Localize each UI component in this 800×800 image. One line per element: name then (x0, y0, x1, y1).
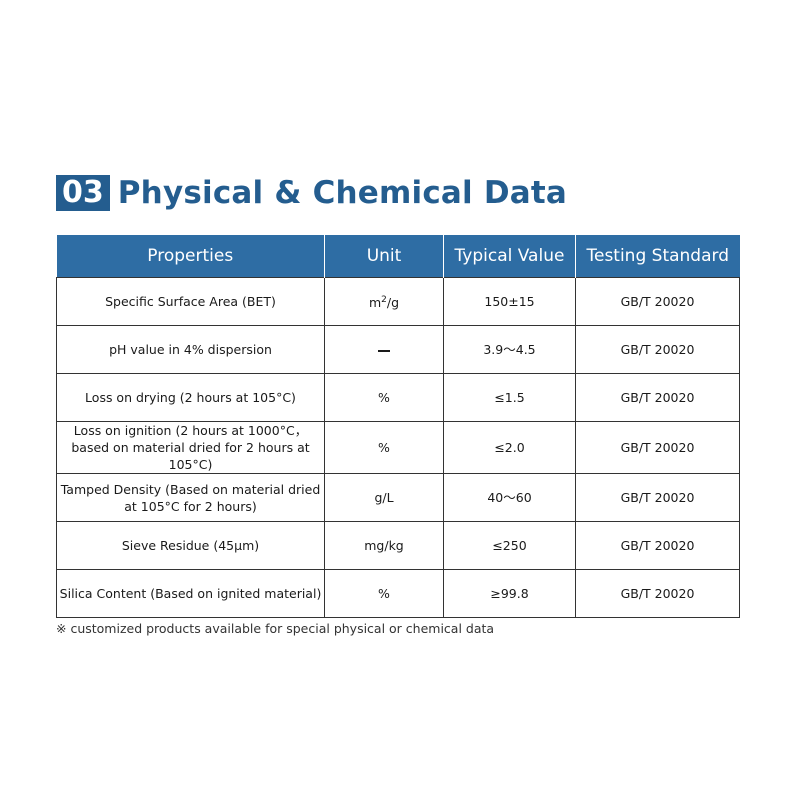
standard-cell: GB/T 20020 (575, 325, 740, 374)
section-title: Physical & Chemical Data (117, 175, 568, 211)
unit-cell: % (324, 373, 444, 422)
unit-cell (324, 325, 444, 374)
value-cell: ≤2.0 (443, 421, 576, 474)
value-cell: ≤1.5 (443, 373, 576, 422)
value-cell: 3.9～4.5 (443, 325, 576, 374)
table-row: Tamped Density (Based on material dried … (56, 473, 740, 522)
property-cell: Silica Content (Based on ignited materia… (56, 569, 325, 618)
dash-symbol (378, 349, 390, 352)
standard-cell: GB/T 20020 (575, 569, 740, 618)
property-cell: Specific Surface Area (BET) (56, 277, 325, 326)
unit-rest: /g (386, 295, 400, 311)
standard-cell: GB/T 20020 (575, 521, 740, 570)
standard-cell: GB/T 20020 (575, 373, 740, 422)
unit-cell: mg/kg (324, 521, 444, 570)
value-cell: 40～60 (443, 473, 576, 522)
property-cell: Loss on drying (2 hours at 105°C) (56, 373, 325, 422)
property-cell: Loss on ignition (2 hours at 1000°C，base… (56, 421, 325, 474)
value-cell: 150±15 (443, 277, 576, 326)
unit-cell: m2/g (324, 277, 444, 326)
table-row: Loss on ignition (2 hours at 1000°C，base… (56, 421, 740, 474)
table-row: Loss on drying (2 hours at 105°C) % ≤1.5… (56, 373, 740, 422)
value-cell: ≤250 (443, 521, 576, 570)
properties-table: Properties Unit Typical Value Testing St… (56, 235, 740, 618)
header-unit: Unit (324, 235, 444, 278)
header-properties: Properties (56, 235, 325, 278)
unit-cell: g/L (324, 473, 444, 522)
table-row: Specific Surface Area (BET) m2/g 150±15 … (56, 277, 740, 326)
table-row: Silica Content (Based on ignited materia… (56, 569, 740, 618)
table-header-row: Properties Unit Typical Value Testing St… (56, 235, 740, 278)
property-cell: Tamped Density (Based on material dried … (56, 473, 325, 522)
property-cell: pH value in 4% dispersion (56, 325, 325, 374)
header-testing-standard: Testing Standard (575, 235, 740, 278)
standard-cell: GB/T 20020 (575, 421, 740, 474)
unit-cell: % (324, 569, 444, 618)
header-typical-value: Typical Value (443, 235, 576, 278)
standard-cell: GB/T 20020 (575, 277, 740, 326)
section-heading: 03 Physical & Chemical Data (56, 174, 567, 212)
property-cell: Sieve Residue (45μm) (56, 521, 325, 570)
standard-cell: GB/T 20020 (575, 473, 740, 522)
unit-superscript: 2 (381, 294, 387, 305)
unit-cell: % (324, 421, 444, 474)
footnote: ※ customized products available for spec… (56, 621, 495, 636)
value-cell: ≥99.8 (443, 569, 576, 618)
table-row: pH value in 4% dispersion 3.9～4.5 GB/T 2… (56, 325, 740, 374)
table-row: Sieve Residue (45μm) mg/kg ≤250 GB/T 200… (56, 521, 740, 570)
section-number-badge: 03 (56, 175, 110, 211)
unit-base: m (368, 295, 382, 311)
